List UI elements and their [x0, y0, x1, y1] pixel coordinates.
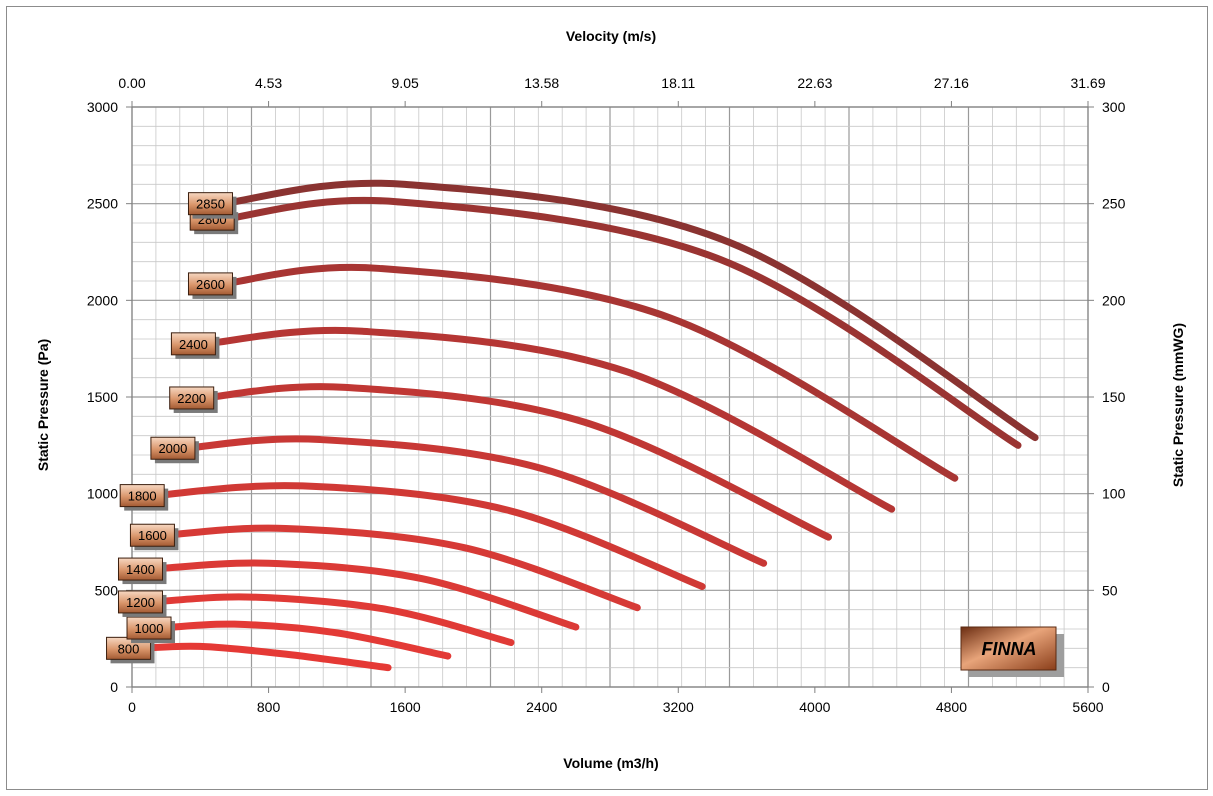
- series-label-1200: 1200: [117, 590, 167, 617]
- y2-tick-label: 50: [1102, 582, 1118, 598]
- series-label-text: 2400: [179, 337, 208, 352]
- series-label-text: 1200: [126, 595, 155, 610]
- series-label-box: [117, 590, 163, 614]
- series-curve-2600: [218, 263, 959, 482]
- y2-tick-label: 150: [1102, 389, 1126, 405]
- series-curve-2800: [220, 196, 1022, 449]
- y-tick-label: 0: [110, 679, 118, 695]
- series-label-text: 2000: [158, 441, 187, 456]
- series-label-text: 1400: [126, 562, 155, 577]
- x-tick-label: 800: [257, 699, 281, 715]
- y2-tick-label: 100: [1102, 486, 1126, 502]
- series-label-1600: 1600: [129, 523, 179, 551]
- series-curve-800: [137, 642, 392, 672]
- x2-tick-label: 27.16: [934, 75, 969, 91]
- series-label-text: 2600: [196, 277, 225, 292]
- series-label-text: 1000: [135, 621, 164, 636]
- y2-tick-label: 200: [1102, 292, 1126, 308]
- y-tick-label: 2000: [87, 292, 118, 308]
- series-label-box: [150, 436, 196, 460]
- series-label-box: [126, 616, 172, 640]
- x2-tick-label: 22.63: [797, 75, 832, 91]
- series-label-text: 800: [118, 641, 140, 656]
- x-tick-label: 2400: [526, 699, 557, 715]
- series-label-text: 1800: [128, 489, 157, 504]
- y-tick-label: 1000: [87, 486, 118, 502]
- x2-tick-label: 13.58: [524, 75, 559, 91]
- series-label-text: 2850: [196, 197, 225, 212]
- series-curve-1200: [148, 593, 515, 647]
- series-label-2400: 2400: [170, 332, 220, 359]
- x-tick-label: 0: [128, 699, 136, 715]
- x2-axis-title: Velocity (m/s): [566, 28, 656, 44]
- x-tick-label: 4000: [799, 699, 830, 715]
- y-tick-label: 1500: [87, 389, 118, 405]
- fan-curve-chart: 0 0.00 800 4.53 1600 9.05 2400 13.58 3200 18.11 40…: [35, 28, 1186, 771]
- y2-tick-label: 0: [1102, 679, 1110, 695]
- chart-frame: 0 0.00 800 4.53 1600 9.05 2400 13.58 3200 18.11 40…: [6, 6, 1208, 790]
- brand-logo: FINNA: [960, 626, 1064, 677]
- series-curve-2400: [201, 326, 896, 513]
- series-label-2000: 2000: [150, 436, 199, 464]
- series-curve-1000: [157, 620, 452, 660]
- y-tick-label: 500: [95, 582, 119, 598]
- series-label-box: [187, 272, 233, 296]
- series-label-1800: 1800: [119, 484, 169, 511]
- x-tick-label: 4800: [936, 699, 967, 715]
- series-label-text: 1600: [138, 528, 167, 543]
- series-label-1400: 1400: [117, 557, 167, 585]
- series-curve-2850: [218, 179, 1039, 442]
- y-tick-label: 3000: [87, 99, 118, 115]
- x-tick-label: 3200: [663, 699, 694, 715]
- series-label-text: 2200: [177, 391, 206, 406]
- series-curve-2000: [181, 435, 768, 567]
- y2-tick-label: 250: [1102, 196, 1126, 212]
- x2-tick-label: 4.53: [255, 75, 282, 91]
- series-label-box: [170, 332, 216, 356]
- x-tick-label: 5600: [1072, 699, 1103, 715]
- series-label-2850: 2850: [187, 192, 237, 219]
- series-label-box: [117, 557, 163, 581]
- series-curve-1600: [160, 524, 641, 612]
- x2-tick-label: 18.11: [661, 75, 695, 91]
- x2-tick-label: 31.69: [1070, 75, 1105, 91]
- series-label-box: [119, 484, 165, 508]
- series-curve-1800: [150, 482, 706, 590]
- y-axis-title: Static Pressure (Pa): [35, 339, 51, 471]
- x-tick-label: 1600: [390, 699, 421, 715]
- series-curve-2200: [200, 383, 833, 541]
- y2-tick-label: 300: [1102, 99, 1126, 115]
- series-label-2600: 2600: [187, 272, 237, 299]
- brand-logo-text: FINNA: [982, 639, 1037, 659]
- x-axis-title: Volume (m3/h): [563, 755, 658, 771]
- y-tick-label: 2500: [87, 196, 118, 212]
- series-label-box: [169, 386, 215, 410]
- y2-axis-title: Static Pressure (mmWG): [1170, 323, 1186, 487]
- series-label-1000: 1000: [126, 616, 176, 644]
- series-curve-1400: [148, 559, 580, 631]
- x2-tick-label: 0.00: [118, 75, 145, 91]
- series-label-2200: 2200: [169, 386, 218, 413]
- series-label-box: [187, 192, 233, 216]
- series-label-box: [129, 523, 175, 547]
- x2-tick-label: 9.05: [392, 75, 419, 91]
